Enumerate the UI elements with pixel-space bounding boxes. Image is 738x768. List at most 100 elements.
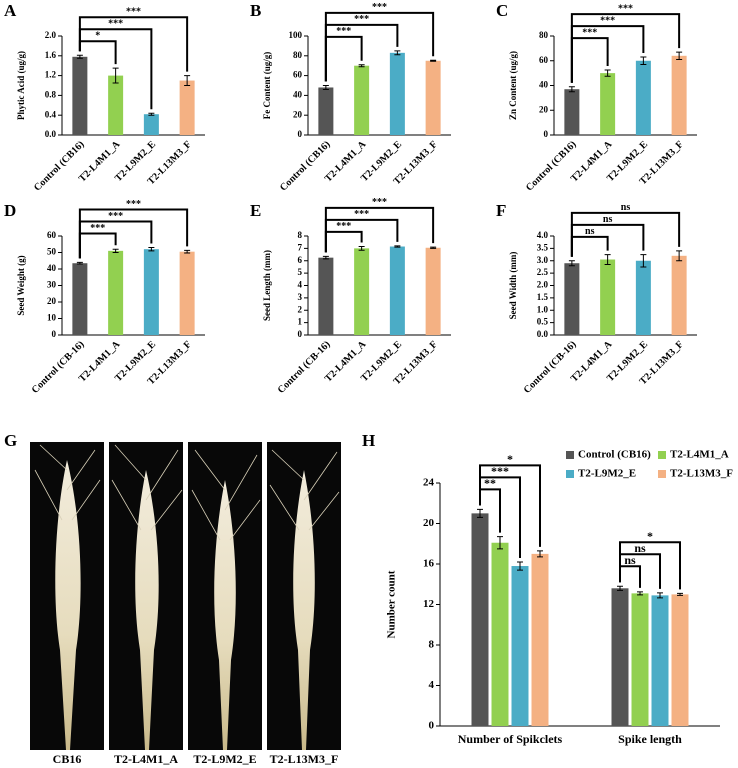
y-tick-label: 12 xyxy=(423,598,435,610)
bar xyxy=(108,75,124,135)
bar xyxy=(354,248,370,335)
y-tick-label: 20 xyxy=(539,104,549,114)
error-bar xyxy=(657,592,663,599)
significance-label: ** xyxy=(484,476,496,490)
y-tick-label: 0 xyxy=(544,129,549,139)
y-tick-label: 3.5 xyxy=(537,242,549,252)
y-tick-label: 80 xyxy=(539,30,549,40)
bar xyxy=(72,56,88,135)
error-bar xyxy=(477,508,483,518)
x-tick-label: Control (CB-16) xyxy=(30,339,87,396)
bar xyxy=(564,89,580,135)
y-tick-label: 2.0 xyxy=(537,280,549,290)
legend-label: Control (CB16) xyxy=(578,449,651,461)
bar xyxy=(425,60,441,135)
bar xyxy=(651,595,669,726)
y-tick-label: 2 xyxy=(298,304,303,314)
legend-label: T2-L13M3_F xyxy=(670,468,733,480)
x-tick-label: Control (CB-16) xyxy=(276,339,333,396)
photo xyxy=(188,442,262,750)
photo-panel: G xyxy=(4,431,341,750)
bar xyxy=(631,593,649,726)
y-tick-label: 1.0 xyxy=(537,304,549,314)
error-bar xyxy=(568,86,575,93)
bar xyxy=(564,263,580,335)
error-bar xyxy=(394,50,401,56)
x-tick-label: Control (CB16) xyxy=(524,139,579,194)
error-bar xyxy=(358,64,365,68)
legend-swatch xyxy=(566,451,574,459)
y-tick-label: 10 xyxy=(47,313,57,323)
error-bar xyxy=(537,550,543,558)
panel-label: A xyxy=(4,1,17,20)
significance-bracket xyxy=(78,16,189,72)
bar xyxy=(600,259,616,335)
significance-bracket xyxy=(619,565,641,588)
bar xyxy=(143,114,159,135)
y-tick-label: 0 xyxy=(52,329,57,339)
panel-label: H xyxy=(362,431,375,450)
bar xyxy=(179,80,195,135)
y-axis-label: Number count xyxy=(386,570,398,638)
bar xyxy=(425,247,441,335)
bar xyxy=(143,249,159,335)
bar xyxy=(671,55,687,135)
panel-label: D xyxy=(4,201,16,220)
bar xyxy=(511,566,529,726)
significance-label: *** xyxy=(108,211,123,222)
y-tick-label: 6 xyxy=(298,255,303,265)
panel-label: B xyxy=(250,1,261,20)
y-tick-label: 60 xyxy=(293,70,303,80)
legend-swatch xyxy=(658,470,666,478)
y-tick-label: 1.2 xyxy=(45,70,57,80)
error-bar xyxy=(497,536,503,550)
error-bar xyxy=(76,261,83,265)
bar xyxy=(600,73,616,135)
significance-bracket xyxy=(78,208,189,259)
significance-bracket xyxy=(324,206,435,253)
significance-label: *** xyxy=(354,14,369,25)
significance-label: *** xyxy=(126,7,141,18)
y-tick-label: 4.0 xyxy=(537,230,549,240)
y-axis-label: Seed Length (mm) xyxy=(262,250,272,321)
bar xyxy=(389,52,405,135)
significance-label: *** xyxy=(336,26,351,37)
significance-label: *** xyxy=(336,221,351,232)
bar xyxy=(72,263,88,335)
legend-label: T2-L9M2_E xyxy=(578,468,636,480)
y-tick-label: 20 xyxy=(423,517,435,529)
photo xyxy=(267,442,341,750)
significance-label: *** xyxy=(372,2,387,13)
error-bar xyxy=(604,69,611,77)
x-tick-label: Control (CB16) xyxy=(278,139,333,194)
y-tick-label: 60 xyxy=(47,230,57,240)
y-axis-label: Fe Content (ug/g) xyxy=(262,52,272,120)
significance-bracket xyxy=(619,541,681,590)
significance-bracket xyxy=(570,235,609,257)
y-tick-label: 40 xyxy=(293,89,303,99)
y-tick-label: 4 xyxy=(298,280,303,290)
error-bar xyxy=(112,248,119,253)
y-tick-label: 24 xyxy=(423,477,435,489)
error-bar xyxy=(676,51,683,61)
significance-label: *** xyxy=(108,19,123,30)
y-tick-label: 0 xyxy=(298,329,303,339)
panel-label: G xyxy=(4,431,17,450)
significance-label: * xyxy=(647,529,653,543)
significance-label: ns xyxy=(624,553,636,567)
y-tick-label: 16 xyxy=(423,558,435,570)
panel-label: E xyxy=(250,201,261,220)
y-tick-label: 60 xyxy=(539,55,549,65)
significance-bracket xyxy=(570,211,681,257)
significance-label: ns xyxy=(603,214,613,225)
y-tick-label: 1 xyxy=(298,317,303,327)
significance-bracket xyxy=(479,464,541,547)
error-bar xyxy=(394,245,401,248)
y-tick-label: 40 xyxy=(47,263,57,273)
bar xyxy=(635,260,651,335)
error-bar xyxy=(430,246,437,249)
error-bar xyxy=(617,585,623,591)
bar xyxy=(389,246,405,335)
error-bar xyxy=(322,255,329,260)
